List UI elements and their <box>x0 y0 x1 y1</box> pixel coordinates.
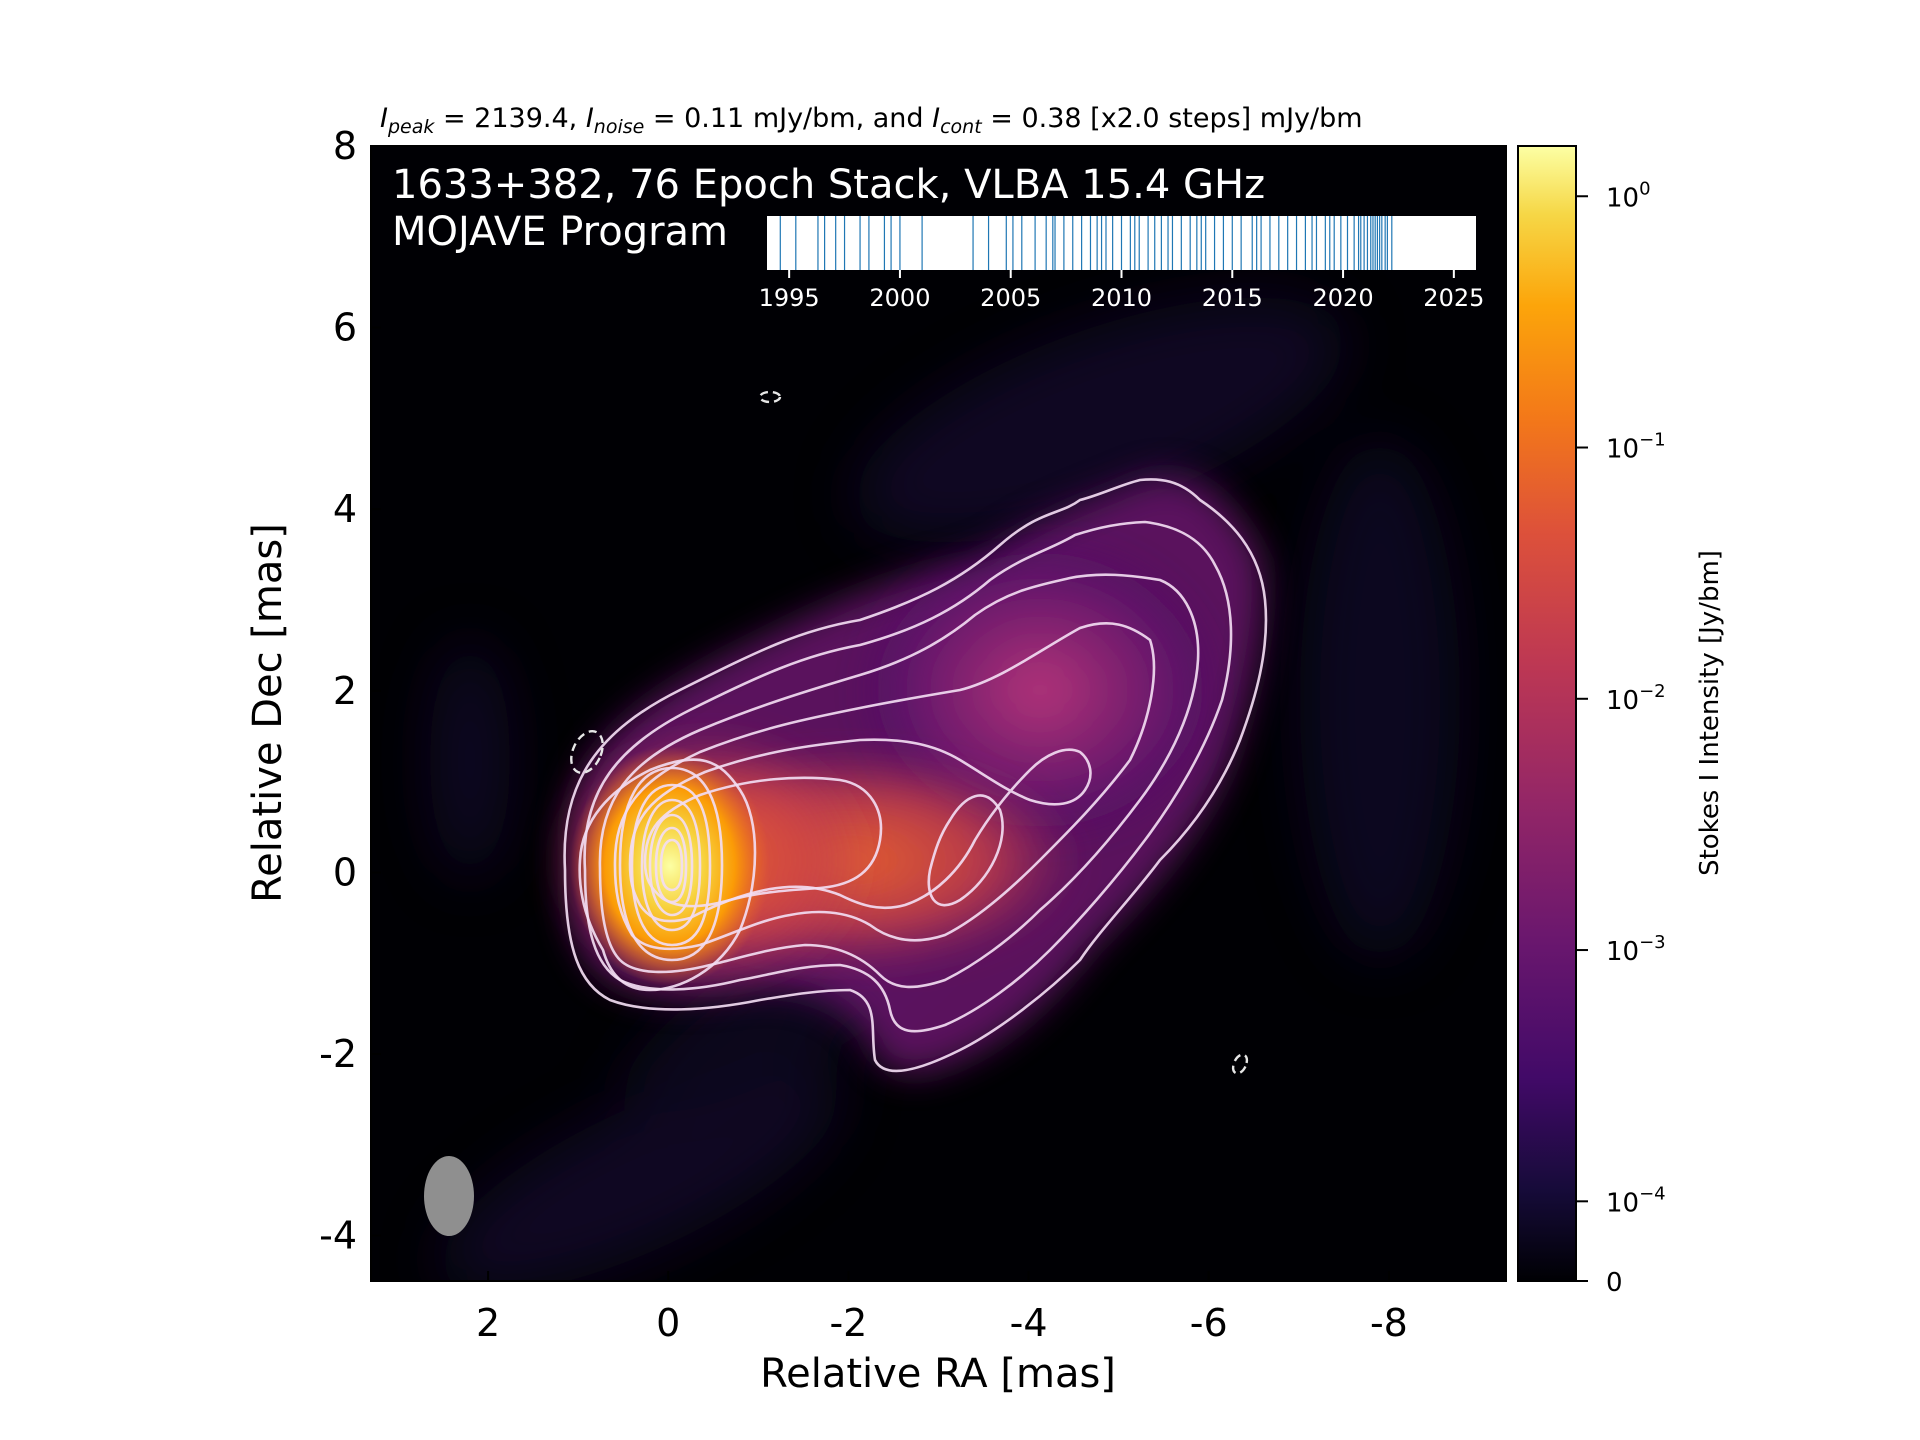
year-tick-label: 2015 <box>1202 284 1263 312</box>
colorbar-ticks: 100 10−1 10−2 10−3 10−4 0 <box>1576 178 1666 1298</box>
x-tick-label: 0 <box>656 1301 680 1345</box>
year-ticks: 1995 2000 2005 2010 2015 2020 2025 <box>759 270 1484 312</box>
peak-value: = 2139.4, <box>434 103 585 134</box>
epoch-lines <box>779 216 1393 270</box>
negative-contour <box>570 730 604 774</box>
peak-symbol: I <box>380 103 388 134</box>
x-axis-label: Relative RA [mas] <box>760 1351 1116 1397</box>
noise-symbol: I <box>586 103 594 134</box>
overlay-title-line1: 1633+382, 76 Epoch Stack, VLBA 15.4 GHz <box>392 162 1265 208</box>
y-axis-ticks: 8 6 4 2 0 -2 -4 <box>319 124 381 1258</box>
y-tick-label: -4 <box>319 1214 357 1258</box>
x-tick-label: -4 <box>1010 1301 1048 1345</box>
colorbar-tick-label: 10−3 <box>1606 932 1666 967</box>
overlay-title-line2: MOJAVE Program <box>392 209 728 255</box>
peak-subscript: peak <box>387 116 435 138</box>
year-tick-label: 2000 <box>869 284 930 312</box>
y-tick-label: 0 <box>333 850 357 894</box>
intensity-contours <box>563 478 1268 1073</box>
epoch-timeline: 1995 2000 2005 2010 2015 2020 2025 <box>759 216 1484 312</box>
colorbar-tick-label: 0 <box>1606 1268 1623 1298</box>
beam-ellipse <box>424 1156 474 1236</box>
noise-subscript: noise <box>594 116 645 138</box>
colorbar-gradient <box>1517 145 1577 1282</box>
negative-contour <box>1231 1053 1249 1075</box>
chart-header: Ipeak = 2139.4, Inoise = 0.11 mJy/bm, an… <box>380 103 1363 138</box>
x-tick-label: 2 <box>476 1301 500 1345</box>
x-tick-label: -6 <box>1190 1301 1228 1345</box>
y-tick-label: -2 <box>319 1032 357 1076</box>
colorbar-tick-label: 10−4 <box>1606 1183 1666 1218</box>
colorbar: 100 10−1 10−2 10−3 10−4 0 Stokes I Intensity … <box>1517 145 1725 1298</box>
year-tick-label: 1995 <box>759 284 820 312</box>
x-axis-ticks: 2 0 -2 -4 -6 -8 <box>476 1271 1408 1345</box>
colorbar-label: Stokes I Intensity [Jy/bm] <box>1695 550 1725 876</box>
plot-frame <box>370 145 1507 1282</box>
cont-subscript: cont <box>940 116 983 138</box>
y-tick-label: 8 <box>333 124 357 168</box>
y-tick-label: 2 <box>333 669 357 713</box>
noise-value: = 0.11 mJy/bm, and <box>644 103 932 134</box>
y-axis-label: Relative Dec [mas] <box>245 523 291 903</box>
year-tick-label: 2025 <box>1423 284 1484 312</box>
y-tick-label: 6 <box>333 306 357 350</box>
cont-value: = 0.38 [x2.0 steps] mJy/bm <box>982 103 1363 134</box>
negative-contours <box>570 390 1249 1075</box>
colorbar-tick-label: 10−2 <box>1606 681 1666 716</box>
y-tick-label: 4 <box>333 487 357 531</box>
colorbar-tick-label: 10−1 <box>1606 430 1666 465</box>
plot-area <box>370 145 1507 1282</box>
x-tick-label: -8 <box>1370 1301 1408 1345</box>
cont-symbol: I <box>932 103 940 134</box>
year-tick-label: 2005 <box>980 284 1041 312</box>
colorbar-tick-label: 100 <box>1606 178 1651 213</box>
year-tick-label: 2020 <box>1313 284 1374 312</box>
year-tick-label: 2010 <box>1091 284 1152 312</box>
negative-contour <box>758 390 782 404</box>
x-tick-label: -2 <box>829 1301 867 1345</box>
